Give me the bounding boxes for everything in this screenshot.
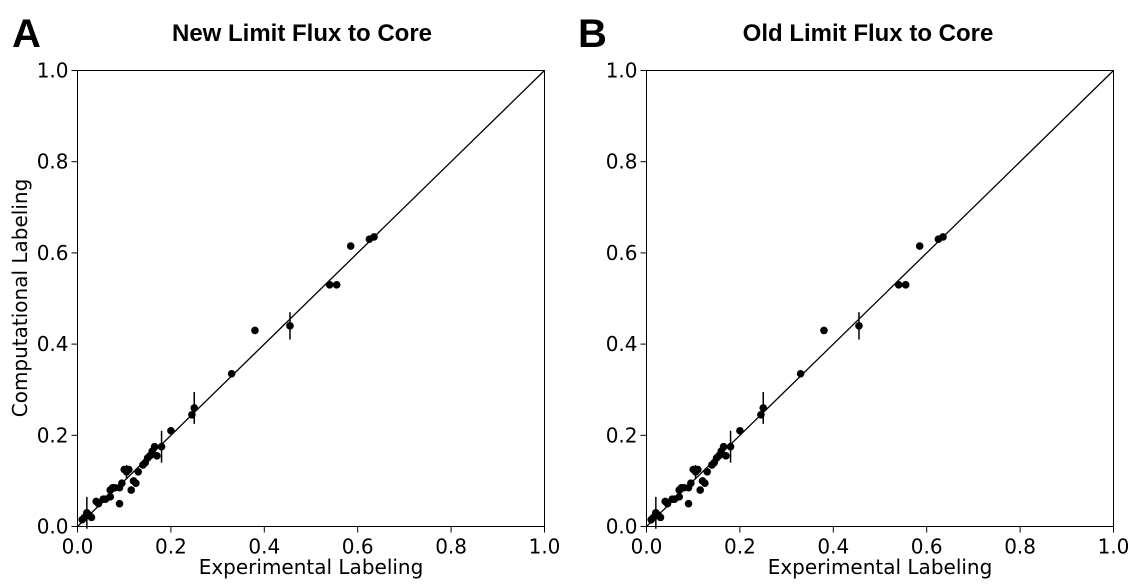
data-point [157, 442, 166, 451]
y-tick-label: 0.2 [37, 423, 69, 447]
x-tick-label: 0.2 [724, 535, 756, 559]
data-point [675, 493, 683, 501]
data-point [127, 486, 136, 494]
data-point [696, 486, 705, 494]
data-point [915, 242, 924, 250]
data-point [94, 499, 103, 508]
x-tick-label: 0.6 [342, 535, 374, 559]
data-points-b [647, 233, 947, 524]
panel-a: A New Limit Flux to Core 0.0 0.2 0.4 0.6 0.8… [8, 12, 560, 579]
y-axis-label-a: Computational Labeling [8, 179, 32, 418]
x-tick-label: 0.2 [155, 535, 187, 559]
data-point [820, 326, 828, 335]
panel-letter-b: B [578, 12, 607, 56]
data-point [663, 499, 672, 508]
data-point [722, 452, 730, 460]
x-tick-label: 0.0 [631, 535, 663, 559]
data-point [118, 479, 126, 487]
data-point [125, 465, 133, 474]
data-point [106, 493, 114, 501]
error-bars-a [86, 312, 291, 529]
data-point [132, 479, 140, 487]
y-tick-label: 0.0 [37, 515, 69, 539]
data-point [687, 479, 695, 487]
x-tick-label: 0.4 [817, 535, 849, 559]
tick-labels-b: 0.0 0.2 0.4 0.6 0.8 1.0 0.0 0.2 0.4 0.6 0.8 1.0 [606, 59, 1130, 559]
y-tick-label: 0.6 [37, 241, 69, 265]
data-point [796, 369, 805, 378]
x-axis-label-b: Experimental Labeling [768, 555, 993, 579]
data-point [286, 322, 294, 330]
y-tick-label: 0.6 [606, 241, 638, 265]
data-point [115, 499, 124, 508]
data-point [251, 326, 259, 335]
y-tick-label: 0.0 [606, 515, 638, 539]
data-point [190, 404, 199, 412]
axes-frame-b [646, 70, 1114, 527]
data-point [332, 281, 341, 289]
x-axis-label-a: Experimental Labeling [199, 555, 424, 579]
data-point [757, 410, 765, 419]
y-tick-label: 0.2 [606, 423, 638, 447]
y-tick-label: 1.0 [37, 59, 69, 83]
data-point [901, 281, 910, 289]
data-point [346, 242, 355, 250]
data-point [719, 442, 728, 451]
data-point [939, 233, 947, 241]
data-point [726, 442, 735, 451]
data-point [87, 513, 96, 522]
y-tick-label: 0.8 [606, 150, 638, 174]
data-point [855, 322, 863, 330]
x-tick-label: 1.0 [529, 535, 561, 559]
y-tick-label: 0.4 [37, 332, 69, 356]
x-tick-label: 0.8 [435, 535, 467, 559]
data-point [694, 465, 702, 474]
data-point [370, 233, 378, 241]
panel-title-a: New Limit Flux to Core [172, 20, 432, 47]
data-point [325, 281, 334, 289]
data-point [150, 442, 159, 451]
data-point [759, 404, 768, 412]
y-tick-label: 0.8 [37, 150, 69, 174]
data-point [227, 369, 236, 378]
data-point [167, 426, 175, 435]
data-point [736, 426, 744, 435]
panel-b: B Old Limit Flux to Core 0.0 0.2 0.4 0.6 0.8… [578, 12, 1129, 579]
data-point [703, 467, 712, 476]
panel-letter-a: A [12, 12, 41, 56]
ticks-b [640, 70, 1114, 533]
ticks-a [71, 70, 545, 533]
x-tick-label: 1.0 [1098, 535, 1130, 559]
data-points-a [78, 233, 378, 524]
y-tick-label: 0.4 [606, 332, 638, 356]
x-tick-label: 0.6 [911, 535, 943, 559]
data-point [153, 452, 161, 460]
x-tick-label: 0.8 [1004, 535, 1036, 559]
error-bars-b [655, 312, 860, 529]
x-tick-label: 0.4 [248, 535, 280, 559]
y-tick-label: 1.0 [606, 59, 638, 83]
axes-frame-a [77, 70, 545, 527]
data-point [656, 513, 665, 522]
data-point [188, 410, 196, 419]
x-tick-label: 0.0 [62, 535, 94, 559]
data-point [134, 467, 143, 476]
tick-labels-a: 0.0 0.2 0.4 0.6 0.8 1.0 0.0 0.2 0.4 0.6 0.8 1.0 [37, 59, 561, 559]
data-point [684, 499, 693, 508]
data-point [894, 281, 903, 289]
panel-title-b: Old Limit Flux to Core [743, 20, 994, 47]
data-point [701, 479, 709, 487]
